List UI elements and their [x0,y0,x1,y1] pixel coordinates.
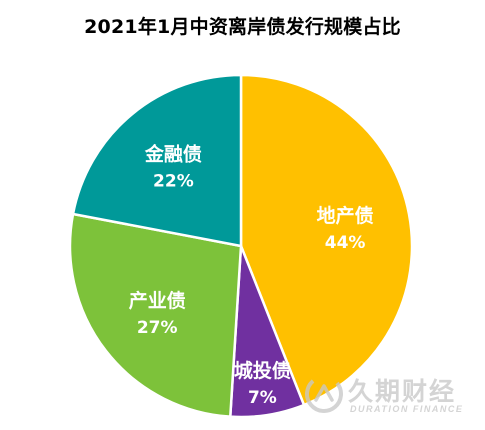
pie-slice-industrial [68,212,243,418]
slice-percent-property: 44% [325,233,366,253]
watermark-cn-text: 久期财经 [348,377,457,406]
slice-label-financial: 金融债 [144,142,202,165]
pie-slice-property [239,73,414,407]
chart-title: 2021年1月中资离岸债发行规模占比 [84,16,401,38]
slice-label-lgfv: 城投债 [234,359,291,382]
slice-percent-industrial: 27% [137,318,178,338]
slice-label-industrial: 产业债 [129,289,186,312]
pie-slice-financial [71,73,243,248]
watermark: 久期财经 DURATION FINANCE [300,368,475,422]
slice-percent-financial: 22% [153,171,194,191]
slice-label-property: 地产债 [317,204,374,227]
watermark-en-text: DURATION FINANCE [350,404,464,414]
duration-finance-logo-icon [305,375,343,413]
slice-percent-lgfv: 7% [248,388,277,408]
